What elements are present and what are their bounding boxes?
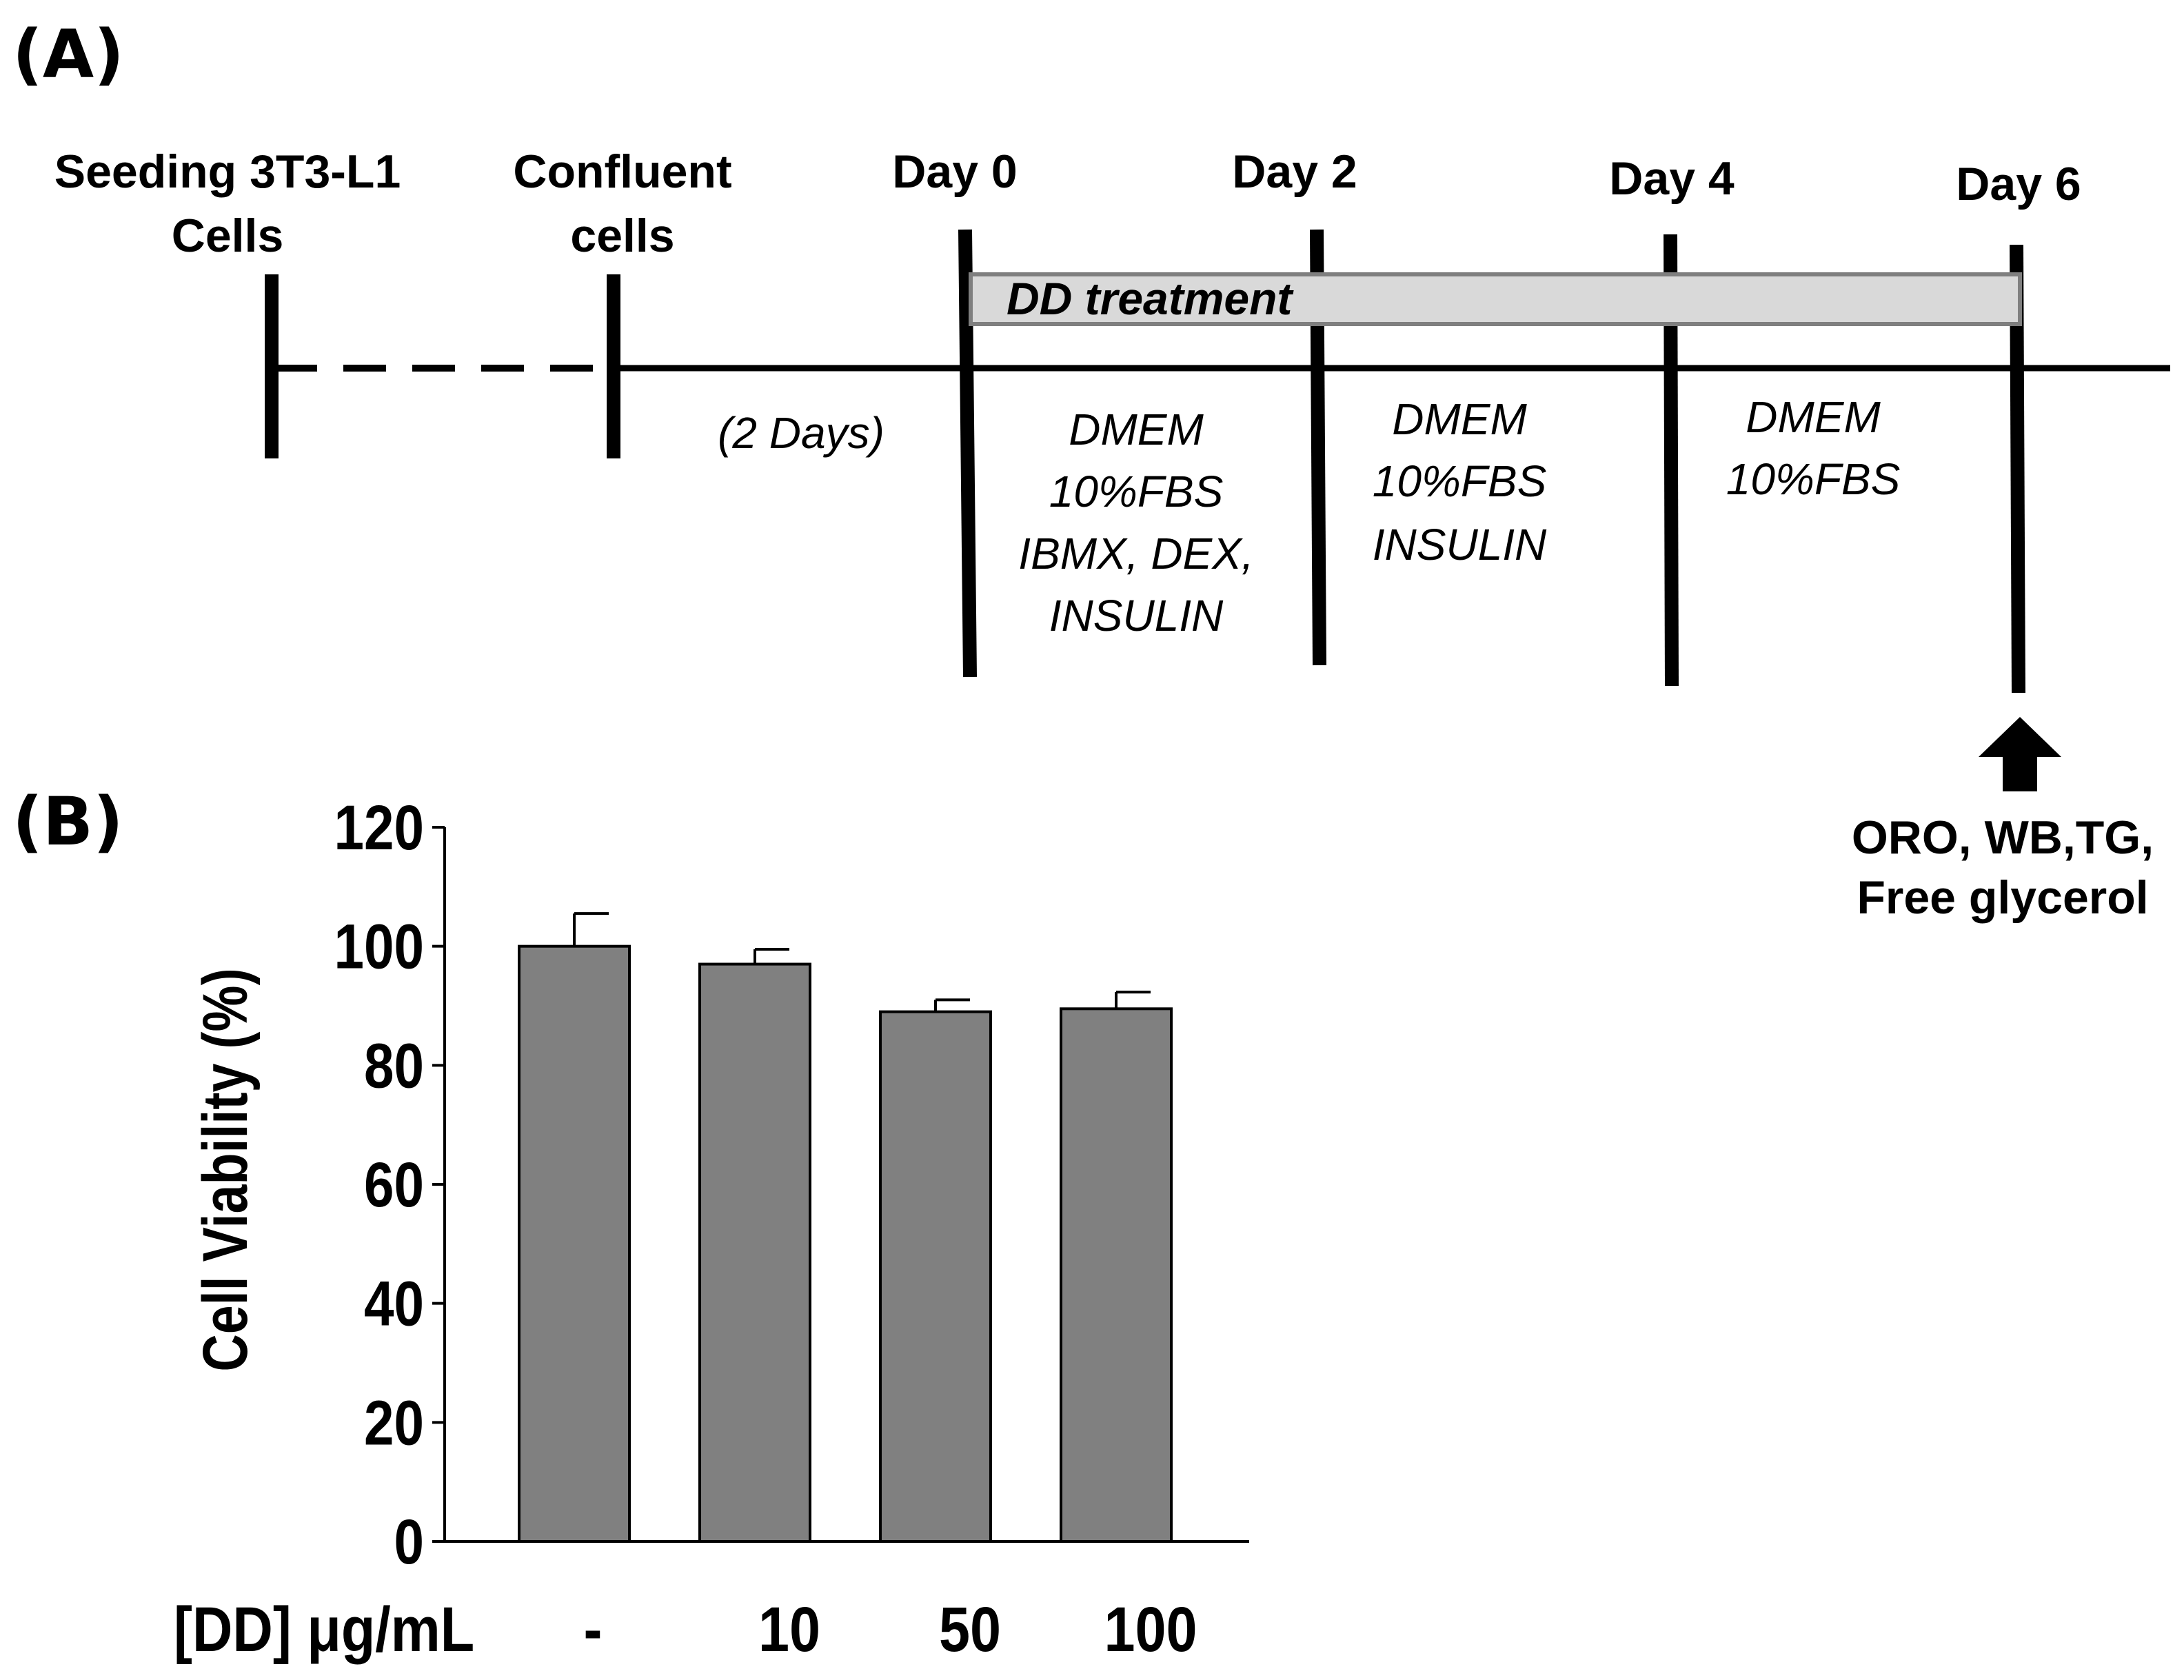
stage-confluent-line2: cells	[570, 210, 674, 262]
analysis-line1: ORO, WB,TG,	[1852, 811, 2154, 864]
media-line: INSULIN	[1049, 591, 1224, 640]
y-tick-label: 20	[364, 1388, 424, 1458]
y-tick-label: 60	[364, 1150, 424, 1220]
treatment-label: DD treatment	[1007, 273, 1294, 324]
x-tick-label: 100	[1104, 1595, 1197, 1665]
media-day2-4: DMEM 10%FBS INSULIN	[1373, 394, 1547, 569]
bar	[698, 962, 811, 1543]
tick-day0	[958, 229, 977, 678]
interval-label: (2 Days)	[718, 408, 884, 458]
media-line: 10%FBS	[1373, 456, 1547, 506]
panel-b-label: (B)	[12, 783, 123, 860]
bar	[518, 944, 631, 1543]
panel-a: (A) Seeding 3T3-L1 Cells Confluent cells…	[12, 16, 2170, 924]
y-tick-label: 100	[334, 912, 424, 982]
x-axis-label: [DD] μg/mL	[174, 1595, 474, 1665]
media-line: IBMX, DEX,	[1018, 529, 1253, 578]
stage-day6: Day 6	[1956, 158, 2081, 210]
y-tick-label: 0	[394, 1507, 424, 1577]
y-tick-label: 120	[334, 793, 424, 863]
media-line: 10%FBS	[1726, 454, 1901, 504]
media-day0-2: DMEM 10%FBS IBMX, DEX, INSULIN	[1018, 405, 1253, 640]
stage-day4: Day 4	[1609, 152, 1735, 205]
stage-confluent-line1: Confluent	[513, 145, 731, 198]
media-line: DMEM	[1392, 394, 1527, 444]
media-line: DMEM	[1069, 405, 1204, 454]
media-line: DMEM	[1746, 392, 1881, 442]
x-tick-label: -	[584, 1595, 603, 1665]
panel-a-label: (A)	[12, 16, 124, 93]
y-axis-label: Cell Viability (%)	[190, 968, 261, 1371]
y-tick-label: 40	[364, 1269, 424, 1339]
y-tick-label: 80	[364, 1031, 424, 1101]
media-day4-6: DMEM 10%FBS	[1726, 392, 1901, 504]
y-ticks: 0 20 40 60 80 100 120	[334, 793, 445, 1577]
media-line: 10%FBS	[1049, 467, 1224, 516]
bar	[1060, 1007, 1173, 1543]
up-arrow-icon	[1979, 717, 2061, 791]
x-tick-label: 50	[939, 1595, 1001, 1665]
bars	[518, 912, 1173, 1543]
media-line: INSULIN	[1373, 520, 1547, 569]
x-tick-labels: - 10 50 100	[584, 1595, 1197, 1665]
x-tick-label: 10	[758, 1595, 820, 1665]
stage-day0: Day 0	[892, 145, 1017, 198]
stage-seeding-line2: Cells	[172, 210, 284, 262]
treatment-bar	[969, 272, 2022, 326]
stage-day2: Day 2	[1232, 145, 1357, 198]
bar	[879, 1010, 992, 1543]
panel-b: (B) Cell Viability (%) 0 20 40 60 80 100 120 […	[12, 783, 1249, 1665]
analysis-line2: Free glycerol	[1857, 871, 2148, 924]
stage-seeding-line1: Seeding 3T3-L1	[54, 145, 401, 198]
